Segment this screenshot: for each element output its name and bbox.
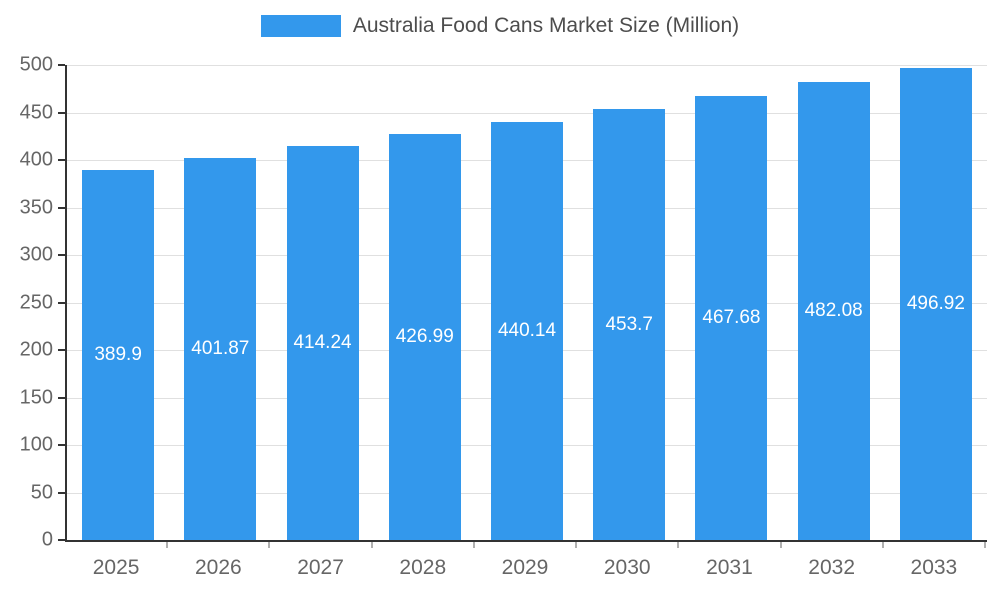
y-tick-mark [58,254,65,256]
bar: 401.87 [184,158,257,540]
y-tick-mark [58,111,65,114]
bar: 496.92 [899,67,972,540]
bar: 414.24 [286,146,359,540]
bar-value-label: 401.87 [191,338,250,360]
gridline [67,65,987,66]
x-tick-mark [677,542,680,548]
y-axis-label: 300 [19,243,53,266]
x-axis-label: 2026 [194,556,242,579]
x-axis-label: 2029 [501,556,549,579]
bar-value-label: 440.14 [497,319,557,341]
y-tick-mark [58,159,65,161]
x-tick-mark [472,542,475,548]
bar-value-label: 389.9 [94,343,142,365]
bar: 440.14 [491,121,563,540]
y-tick-mark [58,444,65,446]
x-axis-label: 2031 [706,556,753,579]
y-tick-mark [58,539,65,541]
bar-value-label: 453.7 [605,313,653,335]
chart-title: Australia Food Cans Market Size (Million… [352,14,740,37]
bar-value-label: 426.99 [395,326,454,348]
y-axis-label: 50 [30,481,53,503]
legend-swatch [260,15,341,37]
x-axis-label: 2027 [297,556,344,579]
y-axis-label: 250 [19,291,53,313]
x-axis-label: 2025 [92,556,140,579]
x-axis-label: 2033 [910,556,958,579]
x-tick-mark [779,542,782,548]
bar: 389.9 [82,169,155,540]
y-tick-mark [58,349,65,351]
x-tick-mark [881,542,884,548]
bar-value-label: 496.92 [906,292,965,314]
chart-legend: Australia Food Cans Market Size (Million… [0,14,1000,38]
y-axis-label: 100 [19,433,53,456]
x-tick-mark [984,542,986,548]
y-axis-label: 500 [19,53,53,76]
x-tick-mark [268,542,271,548]
bar-value-label: 414.24 [293,332,352,354]
bar: 453.7 [593,109,666,540]
plot-area: 389.9 401.87 414.24 426.99 440.14 453.7 467.68… [65,65,987,542]
bar-value-label: 467.68 [702,306,761,328]
y-tick-mark [58,64,65,66]
y-axis-label: 400 [19,148,53,171]
x-axis-label: 2030 [603,556,651,579]
bar-value-label: 482.08 [804,300,863,322]
bar: 426.99 [388,134,461,540]
bar: 482.08 [797,82,870,540]
x-tick-mark [575,542,578,548]
y-axis-label: 350 [19,196,53,218]
y-axis-label: 450 [19,101,53,123]
y-tick-mark [58,491,65,494]
x-axis-label: 2032 [808,556,856,579]
y-tick-mark [58,396,65,399]
y-axis-label: 200 [19,338,53,361]
y-tick-mark [58,301,65,304]
y-axis-label: 0 [41,528,53,551]
x-tick-mark [166,542,169,548]
x-axis-label: 2028 [399,556,447,579]
gridline [67,112,987,114]
y-tick-mark [58,206,65,209]
bar: 467.68 [695,95,768,540]
x-tick-mark [370,542,373,548]
y-axis-label: 150 [19,386,53,408]
